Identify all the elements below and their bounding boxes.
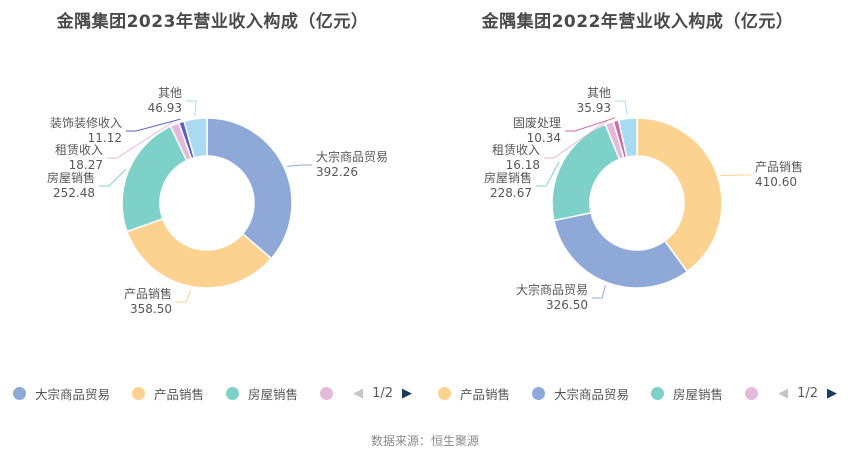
legend-item-房屋销售[interactable]: 房屋销售 bbox=[651, 384, 723, 403]
label-line-大宗商品贸易 bbox=[592, 285, 607, 299]
legend-item-产品销售[interactable]: 产品销售 bbox=[438, 384, 510, 403]
pie-slice-其他[interactable] bbox=[617, 117, 638, 158]
legend-item-大宗商品贸易[interactable]: 大宗商品贸易 bbox=[13, 384, 110, 403]
pie-slice-房屋销售[interactable] bbox=[121, 125, 188, 233]
pie-slice-其他[interactable] bbox=[183, 117, 208, 159]
legend-dot-icon bbox=[132, 387, 146, 400]
legend-dot-icon bbox=[13, 387, 27, 400]
pagination-prev-icon[interactable]: ◀ bbox=[353, 386, 364, 401]
legend-pagination: ◀ 1/2 ▶ bbox=[778, 386, 837, 401]
label-line-产品销售 bbox=[176, 289, 192, 303]
label-line-产品销售 bbox=[720, 174, 751, 177]
pie-slice-房屋销售[interactable] bbox=[551, 123, 621, 222]
pie-slice-大宗商品贸易[interactable] bbox=[206, 117, 293, 260]
legend-dot-icon bbox=[651, 387, 665, 400]
pagination-page-indicator: 1/2 bbox=[797, 386, 818, 401]
legend-item-clipped[interactable] bbox=[745, 387, 759, 400]
legend-item-房屋销售[interactable]: 房屋销售 bbox=[226, 384, 298, 403]
label-line-房屋销售 bbox=[536, 161, 560, 187]
legend-dot-icon bbox=[226, 387, 240, 400]
label-line-固废处理 bbox=[565, 117, 616, 132]
label-line-租赁收入 bbox=[107, 121, 174, 159]
label-line-租赁收入 bbox=[544, 119, 609, 159]
legend-dot-icon bbox=[745, 387, 759, 400]
data-source-caption: 数据来源：恒生聚源 bbox=[370, 434, 479, 448]
legend-dot-icon bbox=[438, 387, 452, 400]
legend-item-clipped[interactable] bbox=[320, 387, 334, 400]
pagination-page-indicator: 1/2 bbox=[372, 386, 393, 401]
chart-title-2023: 金隅集团2023年营业收入构成（亿元） bbox=[56, 12, 369, 32]
legend-dot-icon bbox=[320, 387, 334, 400]
legend-item-产品销售[interactable]: 产品销售 bbox=[132, 384, 204, 403]
chart-title-2022: 金隅集团2022年营业收入构成（亿元） bbox=[481, 12, 794, 32]
legend-item-大宗商品贸易[interactable]: 大宗商品贸易 bbox=[532, 384, 629, 403]
label-line-大宗商品贸易 bbox=[286, 164, 312, 167]
legend-label: 大宗商品贸易 bbox=[35, 387, 111, 402]
pie-slice-大宗商品贸易[interactable] bbox=[553, 211, 688, 289]
legend-label: 产品销售 bbox=[154, 387, 205, 402]
legend-label: 房屋销售 bbox=[248, 387, 299, 402]
label-line-装饰装修收入 bbox=[126, 118, 181, 132]
legend-label: 大宗商品贸易 bbox=[554, 387, 630, 402]
label-line-其他 bbox=[615, 100, 628, 116]
chart-panel-2023: 金隅集团2023年营业收入构成（亿元） 大宗商品贸易 392.26 产品销售 358.… bbox=[0, 12, 425, 403]
legend-label: 产品销售 bbox=[460, 387, 511, 402]
chart-panel-2022: 金隅集团2022年营业收入构成（亿元） 产品销售 410.60 大宗商品贸易 326.… bbox=[425, 0, 850, 459]
label-line-其他 bbox=[186, 100, 197, 116]
pagination-next-icon[interactable]: ▶ bbox=[401, 386, 412, 401]
pagination-next-icon[interactable]: ▶ bbox=[826, 386, 837, 401]
legend-dot-icon bbox=[532, 387, 546, 400]
legend-pagination: ◀ 1/2 ▶ bbox=[353, 386, 412, 401]
legend-label: 房屋销售 bbox=[673, 387, 724, 402]
pagination-prev-icon[interactable]: ◀ bbox=[778, 386, 789, 401]
legend-2022: 产品销售 大宗商品贸易 房屋销售 ◀ 1/2 ▶ bbox=[425, 384, 850, 403]
label-line-房屋销售 bbox=[99, 169, 127, 187]
donut-chart-2022 bbox=[536, 100, 751, 299]
donut-chart-2023 bbox=[99, 100, 312, 303]
legend-2023: 大宗商品贸易 产品销售 房屋销售 ◀ 1/2 ▶ bbox=[0, 384, 425, 403]
pie-slice-产品销售[interactable] bbox=[126, 218, 273, 289]
pie-slice-产品销售[interactable] bbox=[636, 117, 723, 273]
